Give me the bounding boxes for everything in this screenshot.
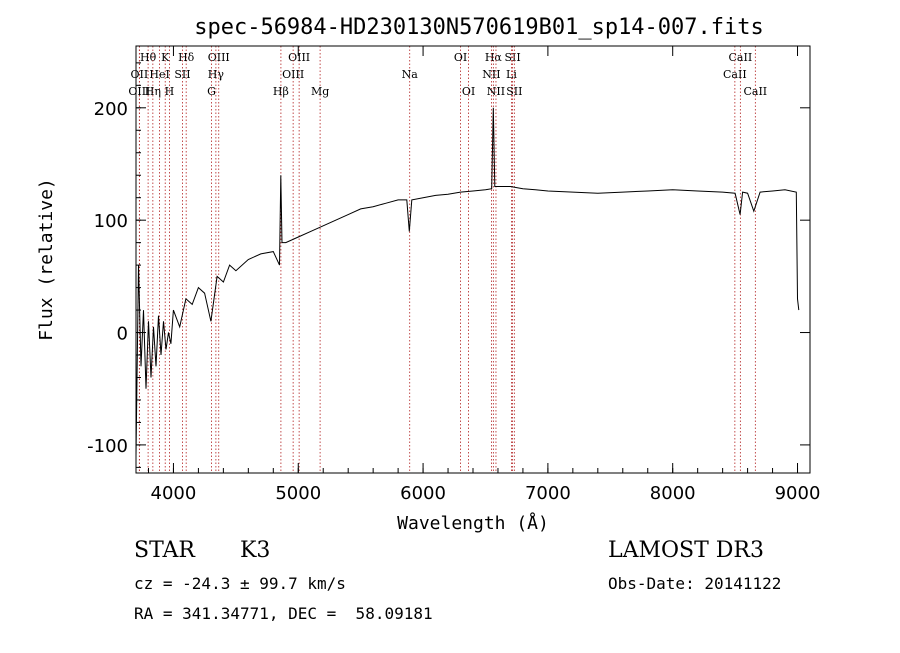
plot-frame <box>135 45 811 474</box>
spectral-line-label: OIII <box>282 68 304 81</box>
object-subclass: K3 <box>240 538 271 563</box>
spectral-line-label: Hα <box>485 51 503 64</box>
y-axis-label: Flux (relative) <box>36 178 57 341</box>
spectral-line-label: OI <box>462 85 475 98</box>
spectral-line-label: G <box>207 85 216 98</box>
spectral-line-label: NII <box>487 85 505 98</box>
spectral-line-label: HeI <box>149 68 169 81</box>
x-tick-label: 9000 <box>775 483 821 504</box>
spectral-line-label: SII <box>174 68 190 81</box>
spectral-line-label: SII <box>504 51 520 64</box>
x-tick-label: 7000 <box>525 483 571 504</box>
observation-date: Obs-Date: 20141122 <box>608 574 782 593</box>
spectral-line-label: H <box>165 85 175 98</box>
x-tick-label: 4000 <box>151 483 197 504</box>
spectral-line-label: CaII <box>729 51 753 64</box>
spectral-line-label: Li <box>506 68 517 81</box>
y-tick-label: -100 <box>87 436 128 457</box>
spectral-line-label: K <box>161 51 170 64</box>
spectral-line-label: Mg <box>311 85 329 98</box>
spectral-line-label: CaII <box>743 85 767 98</box>
spectral-line-label: Na <box>402 68 419 81</box>
spectral-line-label: Hη <box>145 85 161 98</box>
y-tick-label: 100 <box>94 211 128 232</box>
x-tick-label: 5000 <box>275 483 321 504</box>
spectral-line-label: Hθ <box>140 51 157 64</box>
chart-title: spec-56984-HD230130N570619B01_sp14-007.f… <box>194 15 764 40</box>
coordinates-readout: RA = 341.34771, DEC = 58.09181 <box>134 604 433 623</box>
redshift-readout: cz = -24.3 ± 99.7 km/s <box>134 574 346 593</box>
spectral-line-label: OIII <box>128 85 150 98</box>
spectral-line-label: OI <box>454 51 467 64</box>
spectral-line-label: OIII <box>208 51 230 64</box>
spectral-line-label: Hγ <box>208 68 225 81</box>
spectral-line-label: Hδ <box>178 51 195 64</box>
spectral-line-label: NII <box>482 68 500 81</box>
spectrum-line <box>135 107 800 457</box>
y-tick-label: 0 <box>117 324 128 345</box>
survey-name: LAMOST DR3 <box>608 538 764 563</box>
spectral-line-label: Hβ <box>273 85 289 98</box>
x-tick-label: 8000 <box>650 483 696 504</box>
object-class: STAR <box>134 538 195 563</box>
spectral-line-label: OIII <box>288 51 310 64</box>
x-axis-label: Wavelength (Å) <box>397 512 549 534</box>
x-tick-label: 6000 <box>400 483 446 504</box>
spectral-line-label: SII <box>506 85 522 98</box>
y-tick-label: 200 <box>94 99 128 120</box>
spectral-line-label: CaII <box>723 68 747 81</box>
